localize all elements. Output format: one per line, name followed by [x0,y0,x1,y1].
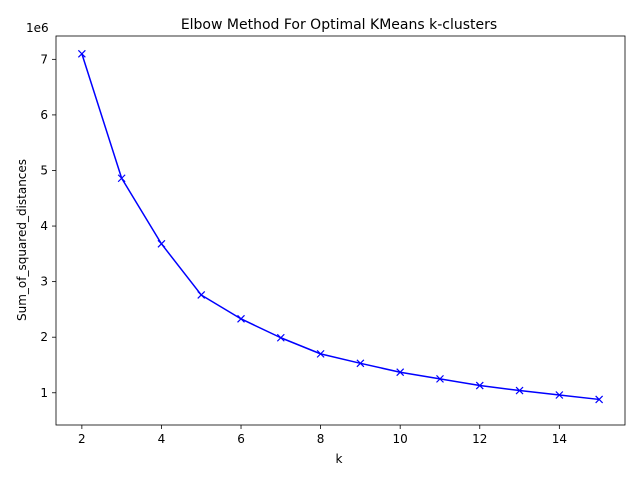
x-tick-label: 6 [237,432,245,446]
x-tick-label: 8 [317,432,325,446]
y-tick-label: 6 [40,108,48,122]
data-point [117,174,126,183]
data-point [436,374,444,383]
series-line [81,53,600,401]
y-tick-label: 1 [40,386,48,400]
data-point [237,314,245,323]
data-point [515,386,524,395]
data-point [77,49,86,58]
y-offset-label: 1e6 [26,21,49,35]
data-point [356,359,365,368]
x-axis-label: k [336,452,343,466]
x-tick-label: 14 [552,432,567,446]
x-tick-label: 10 [393,432,408,446]
y-tick-label: 7 [40,52,48,66]
y-tick-label: 2 [40,330,48,344]
y-axis-label: Sum_of_squared_distances [15,159,29,321]
data-point [396,368,405,377]
x-tick-label: 12 [472,432,487,446]
data-point [555,391,564,399]
data-point [197,291,206,299]
plot-frame [55,35,626,426]
data-point [475,381,484,390]
data-point [595,395,604,404]
chart-title: Elbow Method For Optimal KMeans k-cluste… [181,17,497,33]
x-tick-label: 2 [78,432,86,446]
data-point [316,349,325,358]
y-tick-label: 3 [40,275,48,289]
data-point [276,333,285,342]
y-tick-label: 4 [40,219,48,233]
data-point [157,239,166,248]
x-tick-label: 4 [158,432,166,446]
y-tick-label: 5 [40,163,48,177]
